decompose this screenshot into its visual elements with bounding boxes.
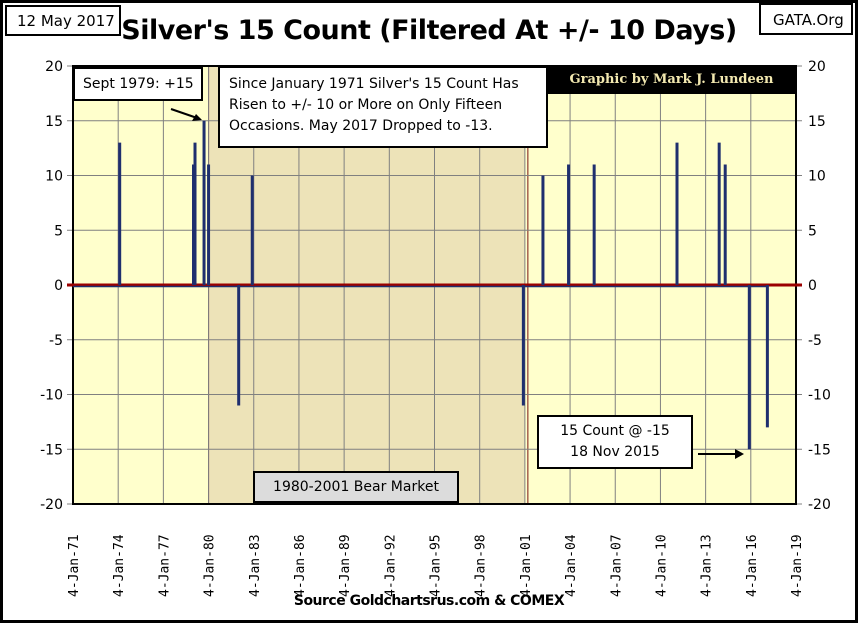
nov-annotation: 15 Count @ -15 18 Nov 2015 xyxy=(537,415,693,469)
y-tick-label-left: 20 xyxy=(45,59,63,75)
x-tick-label: 4-Jan-89 xyxy=(338,534,353,597)
x-tick-label: 4-Jan-80 xyxy=(203,534,218,597)
sept-arrowhead xyxy=(192,114,202,121)
y-tick-label-right: -5 xyxy=(808,333,822,349)
nov-line-1: 15 Count @ -15 xyxy=(560,423,670,439)
y-tick-label-right: -10 xyxy=(808,388,831,404)
x-tick-label: 4-Jan-71 xyxy=(67,534,82,597)
y-tick-label-left: 15 xyxy=(45,114,63,130)
x-tick-label: 4-Jan-10 xyxy=(654,534,669,597)
y-tick-label-right: 20 xyxy=(808,59,826,75)
y-tick-label-right: 10 xyxy=(808,169,826,185)
sept-annotation: Sept 1979: +15 xyxy=(73,67,203,101)
date-box: 12 May 2017 xyxy=(5,5,121,36)
chart-title: Silver's 15 Count (Filtered At +/- 10 Da… xyxy=(121,15,737,46)
y-tick-label-left: -15 xyxy=(40,442,63,458)
x-tick-label: 4-Jan-77 xyxy=(157,534,172,597)
x-tick-label: 4-Jan-98 xyxy=(474,534,489,597)
info-line-2: Risen to +/- 10 or More on Only Fifteen xyxy=(229,97,503,113)
x-tick-label: 4-Jan-92 xyxy=(383,534,398,597)
x-tick-label: 4-Jan-95 xyxy=(429,534,444,597)
y-tick-label-left: -5 xyxy=(49,333,63,349)
info-line-3: Occasions. May 2017 Dropped to -13. xyxy=(229,118,493,134)
y-tick-label-left: -20 xyxy=(40,497,63,513)
x-tick-label: 4-Jan-13 xyxy=(700,534,715,597)
x-tick-label: 4-Jan-74 xyxy=(112,534,127,597)
y-tick-label-right: 5 xyxy=(808,223,817,239)
x-tick-label: 4-Jan-19 xyxy=(790,534,805,597)
x-tick-label: 4-Jan-07 xyxy=(609,534,624,597)
info-annotation: Since January 1971 Silver's 15 Count Has… xyxy=(218,66,548,148)
x-tick-label: 4-Jan-04 xyxy=(564,534,579,597)
credit-banner: Graphic by Mark J. Lundeen xyxy=(547,66,796,94)
info-line-1: Since January 1971 Silver's 15 Count Has xyxy=(229,76,519,92)
y-tick-label-left: 0 xyxy=(54,278,63,294)
y-tick-label-right: 15 xyxy=(808,114,826,130)
x-tick-label: 4-Jan-86 xyxy=(293,534,308,597)
nov-line-2: 18 Nov 2015 xyxy=(570,444,660,460)
bear-market-label: 1980-2001 Bear Market xyxy=(253,471,459,503)
site-box: GATA.Org xyxy=(759,3,853,35)
source-text: Source Goldchartsrus.com & COMEX xyxy=(293,593,565,609)
x-tick-label: 4-Jan-16 xyxy=(745,534,760,597)
x-tick-label: 4-Jan-01 xyxy=(519,534,534,597)
y-tick-label-right: -20 xyxy=(808,497,831,513)
y-tick-label-left: 10 xyxy=(45,169,63,185)
nov-arrowhead xyxy=(735,449,744,459)
x-tick-label: 4-Jan-83 xyxy=(248,534,263,597)
y-tick-label-right: 0 xyxy=(808,278,817,294)
y-tick-label-left: 5 xyxy=(54,223,63,239)
y-tick-label-right: -15 xyxy=(808,442,831,458)
y-tick-label-left: -10 xyxy=(40,388,63,404)
